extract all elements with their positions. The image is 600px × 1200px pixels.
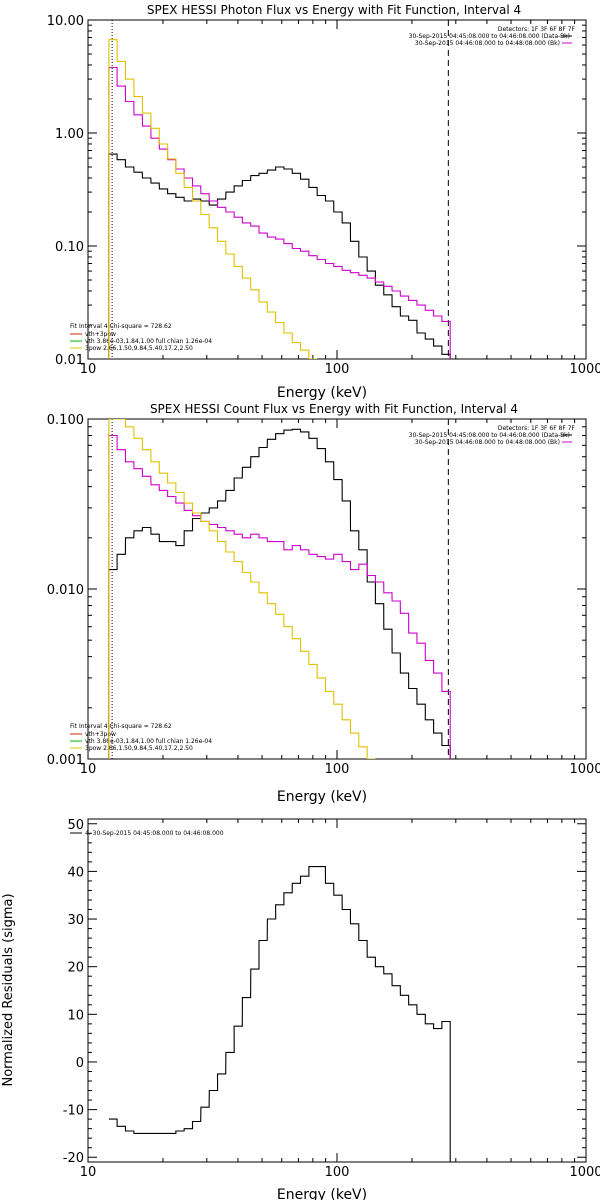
legend-label: vth+3pow bbox=[85, 731, 116, 738]
y-axis-label: Normalized Residuals (sigma) bbox=[1, 893, 16, 1086]
legend: Fit Interval 4 Chi-square = 728.62 vth+3… bbox=[70, 323, 212, 352]
residuals-panel: 4. 30-Sep-2015 04:45:08.000 to 04:46:08.… bbox=[1, 818, 600, 1200]
x-tick-label: 10 bbox=[80, 1165, 97, 1180]
legend-header: Fit Interval 4 Chi-square = 728.62 bbox=[70, 323, 172, 330]
count-flux-panel: SPEX HESSI Count Flux vs Energy with Fit… bbox=[47, 402, 600, 805]
info-text: Detectors: 1F 3F 6F 8F 7F 30-Sep-2015 04… bbox=[409, 425, 576, 446]
x-tick-label: 1000 bbox=[569, 1165, 600, 1180]
y-tick-label: -10 bbox=[63, 1104, 84, 1119]
x-axis-label: Energy (keV) bbox=[277, 1187, 367, 1200]
info-text: Detectors: 1F 3F 6F 8F 7F 30-Sep-2015 04… bbox=[409, 26, 576, 47]
legend-label: vth+3pow bbox=[85, 331, 116, 338]
x-tick-label: 100 bbox=[325, 762, 350, 777]
x-tick-label: 1000 bbox=[569, 362, 600, 377]
legend-label: vth 3.86e-03,1.84,1.00 full chian 1.26e-… bbox=[85, 338, 212, 345]
x-tick-label: 1000 bbox=[569, 762, 600, 777]
legend-label: 4. 30-Sep-2015 04:45:08.000 to 04:46:08.… bbox=[85, 830, 224, 837]
y-tick-label: 30 bbox=[67, 913, 84, 928]
legend-label: 3pow 2.66,1.50,9.84,5.40,17.2,2.50 bbox=[85, 745, 193, 752]
info-line: Detectors: 1F 3F 6F 8F 7F bbox=[498, 425, 576, 432]
plot-frame bbox=[87, 19, 587, 360]
photon-flux-panel: SPEX HESSI Photon Flux vs Energy with Fi… bbox=[47, 3, 600, 401]
y-tick-label: 0.01 bbox=[55, 353, 84, 368]
y-tick-label: 1.00 bbox=[55, 127, 84, 142]
x-axis-label: Energy (keV) bbox=[277, 385, 367, 401]
y-tick-label: 10 bbox=[67, 1008, 84, 1023]
y-tick-label: 10.00 bbox=[47, 14, 84, 29]
legend-header: Fit Interval 4 Chi-square = 728.62 bbox=[70, 723, 172, 730]
panel-title: SPEX HESSI Photon Flux vs Energy with Fi… bbox=[147, 3, 521, 17]
series-line-2 bbox=[108, 434, 451, 759]
legend-label: 3pow 2.66,1.50,9.84,5.40,17.2,2.50 bbox=[85, 345, 193, 352]
y-tick-label: 0.001 bbox=[47, 753, 84, 768]
y-tick-label: 0 bbox=[76, 1056, 84, 1071]
info-line: Detectors: 1F 3F 6F 8F 7F bbox=[498, 26, 576, 33]
info-line: 30-Sep-2015 04:45:08.000 to 04:46:08.000… bbox=[409, 33, 570, 40]
x-tick-label: 100 bbox=[325, 362, 350, 377]
panel-title: SPEX HESSI Count Flux vs Energy with Fit… bbox=[150, 402, 518, 416]
y-tick-label: 0.100 bbox=[47, 413, 84, 428]
legend-label: vth 3.86e-03,1.84,1.00 full chian 1.26e-… bbox=[85, 738, 212, 745]
plot-frame bbox=[87, 418, 587, 760]
y-tick-label: 20 bbox=[67, 961, 84, 976]
series-line-1 bbox=[108, 428, 451, 759]
y-tick-label: 40 bbox=[67, 865, 84, 880]
x-tick-label: 100 bbox=[325, 1165, 350, 1180]
y-tick-label: -20 bbox=[63, 1151, 84, 1166]
series-line-3 bbox=[108, 419, 376, 759]
y-tick-label: 50 bbox=[67, 818, 84, 833]
y-tick-label: 0.10 bbox=[55, 240, 84, 255]
series-line-1 bbox=[108, 866, 451, 1162]
x-tick-label: 10 bbox=[80, 762, 97, 777]
series-line-2 bbox=[108, 66, 451, 359]
info-line: 30-Sep-2015 04:46:08.000 to 04:48:08.000… bbox=[415, 439, 560, 446]
info-line: 30-Sep-2015 04:45:08.000 to 04:46:08.000… bbox=[409, 432, 570, 439]
legend: Fit Interval 4 Chi-square = 728.62 vth+3… bbox=[70, 723, 212, 752]
x-tick-label: 10 bbox=[80, 362, 97, 377]
series-line-1 bbox=[108, 153, 451, 359]
y-tick-label: 0.010 bbox=[47, 583, 84, 598]
legend: 4. 30-Sep-2015 04:45:08.000 to 04:46:08.… bbox=[70, 830, 224, 837]
plot-frame bbox=[87, 818, 587, 1163]
series-line-3 bbox=[108, 39, 318, 359]
x-axis-label: Energy (keV) bbox=[277, 789, 367, 805]
info-line: 30-Sep-2015 04:46:08.000 to 04:48:08.000… bbox=[415, 40, 560, 47]
